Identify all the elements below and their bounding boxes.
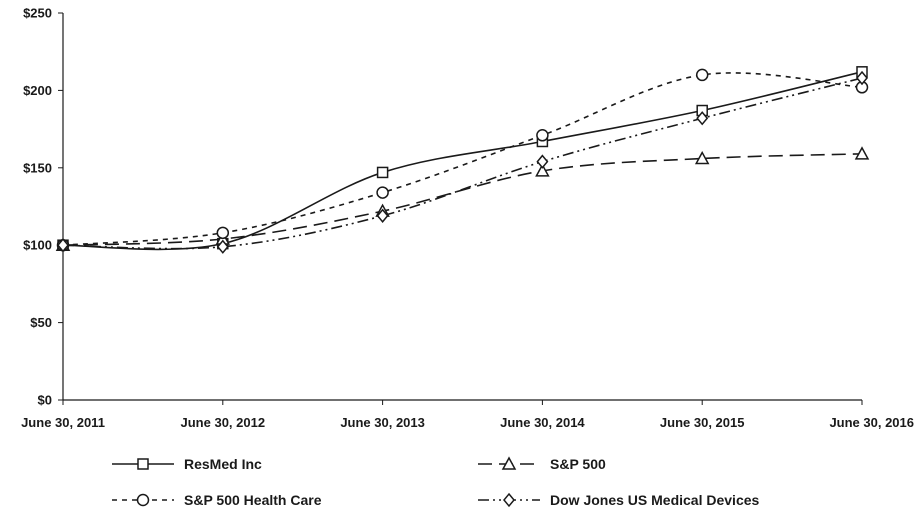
data-point-triangle bbox=[694, 150, 710, 165]
data-point-triangle bbox=[535, 163, 550, 177]
x-axis: June 30, 2011 June 30, 2012 June 30, 2013 J… bbox=[21, 399, 914, 430]
data-point-circle bbox=[376, 186, 389, 199]
legend-item-s-p-500-health-care: S&P 500 Health Care bbox=[112, 492, 322, 508]
y-tick-label: $100 bbox=[23, 238, 52, 253]
y-tick-label: $200 bbox=[23, 83, 52, 98]
data-point-square bbox=[376, 166, 389, 179]
data-point-diamond bbox=[57, 238, 69, 253]
data-point-diamond bbox=[536, 154, 549, 169]
legend-marker-triangle bbox=[501, 456, 517, 470]
legend-item-dow-jones-us-medical-devices: Dow Jones US Medical Devices bbox=[478, 492, 760, 508]
x-tick-label: June 30, 2015 bbox=[660, 415, 745, 430]
data-point-diamond bbox=[216, 239, 229, 254]
series-line-resmed-inc bbox=[62, 71, 863, 251]
series-dow-jones-us-medical-devices bbox=[57, 70, 868, 254]
legend-item-resmed-inc: ResMed Inc bbox=[112, 456, 262, 472]
series-s-p-500-health-care bbox=[56, 68, 869, 252]
legend-marker-diamond bbox=[503, 492, 515, 508]
series-lines bbox=[55, 66, 870, 254]
series-line-s-p-500-health-care bbox=[62, 72, 863, 246]
series-line-dow-jones-us-medical-devices bbox=[62, 77, 863, 250]
data-point-circle bbox=[216, 226, 230, 240]
legend-label: S&P 500 bbox=[550, 456, 606, 472]
legend-label: ResMed Inc bbox=[184, 456, 262, 472]
x-tick-label: June 30, 2014 bbox=[500, 415, 585, 430]
data-point-diamond bbox=[696, 111, 709, 126]
series-s-p-500 bbox=[55, 146, 870, 251]
legend-marker-circle bbox=[136, 493, 150, 507]
x-tick-label: June 30, 2013 bbox=[340, 415, 425, 430]
series-line-s-p-500 bbox=[62, 153, 863, 246]
legend-label: Dow Jones US Medical Devices bbox=[550, 492, 760, 508]
x-tick-label: June 30, 2011 bbox=[21, 415, 105, 430]
y-tick-label: $0 bbox=[38, 393, 52, 408]
legend-marker-square bbox=[137, 458, 149, 470]
x-tick-label: June 30, 2016 bbox=[829, 415, 914, 430]
y-tick-label: $50 bbox=[30, 315, 52, 330]
data-point-circle bbox=[695, 68, 709, 82]
x-tick-label: June 30, 2012 bbox=[181, 415, 266, 430]
y-tick-label: $150 bbox=[23, 160, 52, 175]
y-tick-label: $250 bbox=[23, 6, 52, 21]
legend-label: S&P 500 Health Care bbox=[184, 492, 322, 508]
series-resmed-inc bbox=[57, 66, 868, 251]
data-point-circle bbox=[536, 129, 549, 142]
data-point-diamond bbox=[376, 208, 389, 223]
data-point-diamond bbox=[856, 70, 868, 86]
data-point-triangle bbox=[854, 146, 870, 160]
legend: ResMed Inc S&P 500 S&P 500 Health Care Dow … bbox=[112, 456, 760, 508]
legend-item-s-p-500: S&P 500 bbox=[478, 456, 606, 472]
y-axis: $0 $50 $100 $150 $200 $250 bbox=[23, 6, 64, 408]
